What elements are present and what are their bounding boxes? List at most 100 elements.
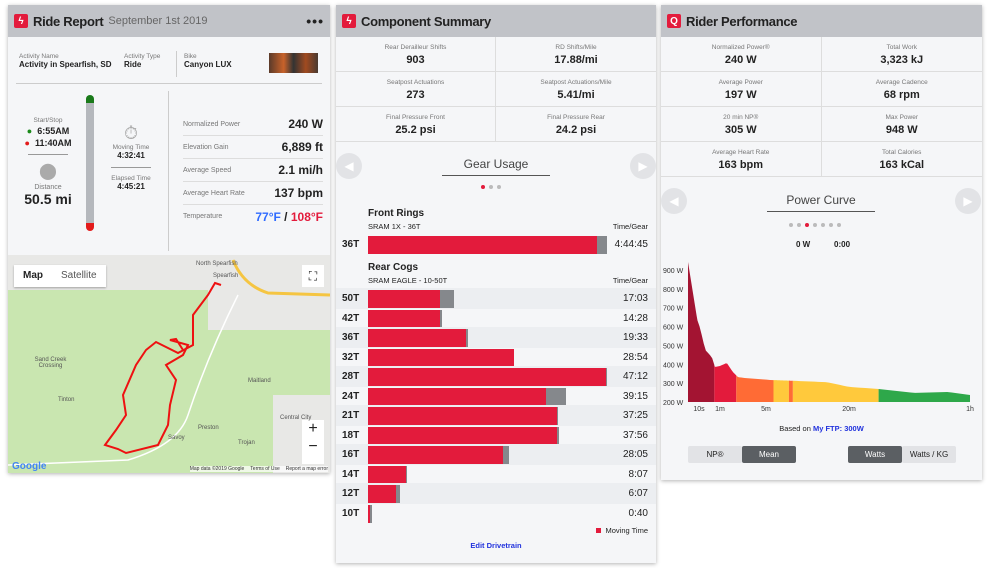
start-stop-label: Start/Stop bbox=[33, 117, 63, 124]
activity-type-label: Activity Type bbox=[124, 53, 161, 60]
summary-cell: Max Power 948 W bbox=[821, 107, 982, 142]
ride-report-panel: ϟ Ride Report September 1st 2019 ••• Act… bbox=[8, 5, 330, 473]
cell-label: 20 min NP® bbox=[723, 114, 759, 121]
power-curve-chart[interactable]: 200 W 300 W 400 W 500 W 600 W 700 W 800 W 900 W… bbox=[661, 255, 982, 420]
route-map[interactable]: Map Satellite ⛶ + − North Spearfish Spear… bbox=[8, 255, 330, 473]
gear-time: 28:54 bbox=[622, 351, 648, 363]
gear-row: 18T 37:56 bbox=[336, 425, 656, 446]
edit-drivetrain-link[interactable]: Edit Drivetrain bbox=[470, 541, 522, 550]
stat-row: Average Heart Rate 137 bpm bbox=[183, 182, 323, 205]
carousel-title: Gear Usage bbox=[442, 157, 550, 176]
gear-row: 36T 4:44:45 bbox=[336, 234, 656, 255]
satellite-tab[interactable]: Satellite bbox=[61, 270, 97, 281]
stat-row: Normalized Power 240 W bbox=[183, 113, 323, 136]
carousel-next-button[interactable]: ▶ bbox=[955, 188, 981, 214]
gear-row: 50T 17:03 bbox=[336, 288, 656, 309]
map-place-label: Trojan bbox=[238, 440, 255, 446]
stat-row: Average Speed 2.1 mi/h bbox=[183, 159, 323, 182]
gear-label: 32T bbox=[342, 351, 360, 363]
carousel-next-button[interactable]: ▶ bbox=[630, 153, 656, 179]
gear-label: 42T bbox=[342, 312, 360, 324]
map-tab[interactable]: Map bbox=[23, 270, 43, 281]
brand-logo-icon: ϟ bbox=[342, 14, 356, 28]
x-tick-label: 5m bbox=[761, 406, 771, 413]
summary-cell: Seatpost Actuations 273 bbox=[336, 72, 496, 107]
map-attribution: Map data ©2019 Google bbox=[189, 466, 245, 472]
moving-time-bar bbox=[368, 465, 407, 484]
power-zone-area bbox=[688, 262, 715, 402]
carousel-dot[interactable] bbox=[481, 185, 485, 189]
cell-value: 68 rpm bbox=[883, 89, 920, 101]
carousel-dot[interactable] bbox=[813, 223, 817, 227]
gear-label: 24T bbox=[342, 390, 360, 402]
zoom-in-button[interactable]: + bbox=[308, 420, 318, 437]
terms-link[interactable]: Terms of Use bbox=[250, 466, 280, 472]
map-place-label: North Spearfish bbox=[196, 261, 238, 267]
power-zone-area bbox=[736, 375, 774, 402]
fullscreen-icon[interactable]: ⛶ bbox=[302, 265, 324, 287]
gear-label: 50T bbox=[342, 293, 360, 304]
carousel-dot[interactable] bbox=[805, 223, 809, 227]
ride-date: September 1st 2019 bbox=[108, 15, 208, 27]
gear-row: 42T 14:28 bbox=[336, 308, 656, 329]
gear-label: 10T bbox=[342, 507, 360, 519]
activity-name-label: Activity Name bbox=[19, 53, 59, 60]
cell-label: Normalized Power® bbox=[711, 44, 770, 51]
zoom-out-button[interactable]: − bbox=[308, 438, 318, 455]
bike-thumbnail[interactable] bbox=[269, 53, 318, 73]
stat-label: Average Heart Rate bbox=[183, 189, 245, 197]
carousel-dot[interactable] bbox=[797, 223, 801, 227]
summary-cell: Average Heart Rate 163 bpm bbox=[661, 142, 822, 177]
cell-label: Max Power bbox=[885, 114, 918, 121]
panel-title: Component Summary bbox=[361, 13, 491, 29]
more-horizontal-icon[interactable]: ••• bbox=[306, 13, 324, 29]
gear-label: 12T bbox=[342, 488, 360, 499]
power-zone-area bbox=[878, 388, 970, 402]
carousel-dot[interactable] bbox=[837, 223, 841, 227]
moving-time-value: 4:32:41 bbox=[117, 151, 145, 160]
map-place-label: Savoy bbox=[168, 435, 185, 441]
carousel-dot[interactable] bbox=[489, 185, 493, 189]
carousel-title: Power Curve bbox=[767, 193, 875, 212]
report-error-link[interactable]: Report a map error bbox=[285, 466, 328, 472]
cell-label: RD Shifts/Mile bbox=[555, 44, 597, 51]
ftp-link[interactable]: My FTP: 300W bbox=[812, 424, 864, 433]
cell-value: 948 W bbox=[885, 124, 918, 136]
carousel-dot[interactable] bbox=[829, 223, 833, 227]
stat-value: 137 bpm bbox=[274, 186, 323, 200]
y-tick-label: 800 W bbox=[663, 287, 684, 294]
moving-time-bar bbox=[368, 446, 504, 464]
y-tick-label: 300 W bbox=[663, 381, 684, 388]
carousel-dot[interactable] bbox=[497, 185, 501, 189]
toggle-button[interactable]: Watts / KG bbox=[902, 446, 956, 463]
toggle-button[interactable]: Watts bbox=[848, 446, 902, 463]
front-rings-sub: SRAM 1X - 36T bbox=[368, 222, 421, 231]
temperature-label: Temperature bbox=[183, 213, 223, 220]
summary-cell: Average Power 197 W bbox=[661, 72, 822, 107]
gear-time: 8:07 bbox=[628, 468, 648, 480]
brand-logo-icon: Q bbox=[667, 14, 681, 28]
carousel-dot[interactable] bbox=[821, 223, 825, 227]
x-tick-label: 1h bbox=[966, 406, 974, 413]
route-line bbox=[103, 281, 222, 455]
bike-name: Canyon LUX bbox=[184, 60, 232, 69]
gear-label: 18T bbox=[342, 429, 360, 441]
rear-cogs-title: Rear Cogs bbox=[368, 262, 419, 273]
x-tick-label: 10s bbox=[693, 406, 705, 413]
cell-label: Seatpost Actuations bbox=[386, 79, 445, 86]
map-place-label: Maitland bbox=[248, 378, 271, 384]
activity-type: Ride bbox=[124, 60, 142, 69]
brand-logo-icon: ϟ bbox=[14, 14, 28, 28]
stop-time: 11:40AM bbox=[34, 138, 72, 148]
moving-time-bar bbox=[368, 426, 557, 445]
bike-label: Bike bbox=[184, 53, 197, 60]
carousel-prev-button[interactable]: ◀ bbox=[661, 188, 687, 214]
carousel-prev-button[interactable]: ◀ bbox=[336, 153, 362, 179]
component-summary-header: ϟ Component Summary bbox=[336, 5, 656, 37]
toggle-button[interactable]: NP® bbox=[688, 446, 742, 463]
toggle-button[interactable]: Mean bbox=[742, 446, 796, 463]
y-tick-label: 500 W bbox=[663, 343, 684, 350]
summary-cell: Average Cadence 68 rpm bbox=[821, 72, 982, 107]
elapsed-time-value: 4:45:21 bbox=[117, 182, 145, 191]
carousel-dot[interactable] bbox=[789, 223, 793, 227]
